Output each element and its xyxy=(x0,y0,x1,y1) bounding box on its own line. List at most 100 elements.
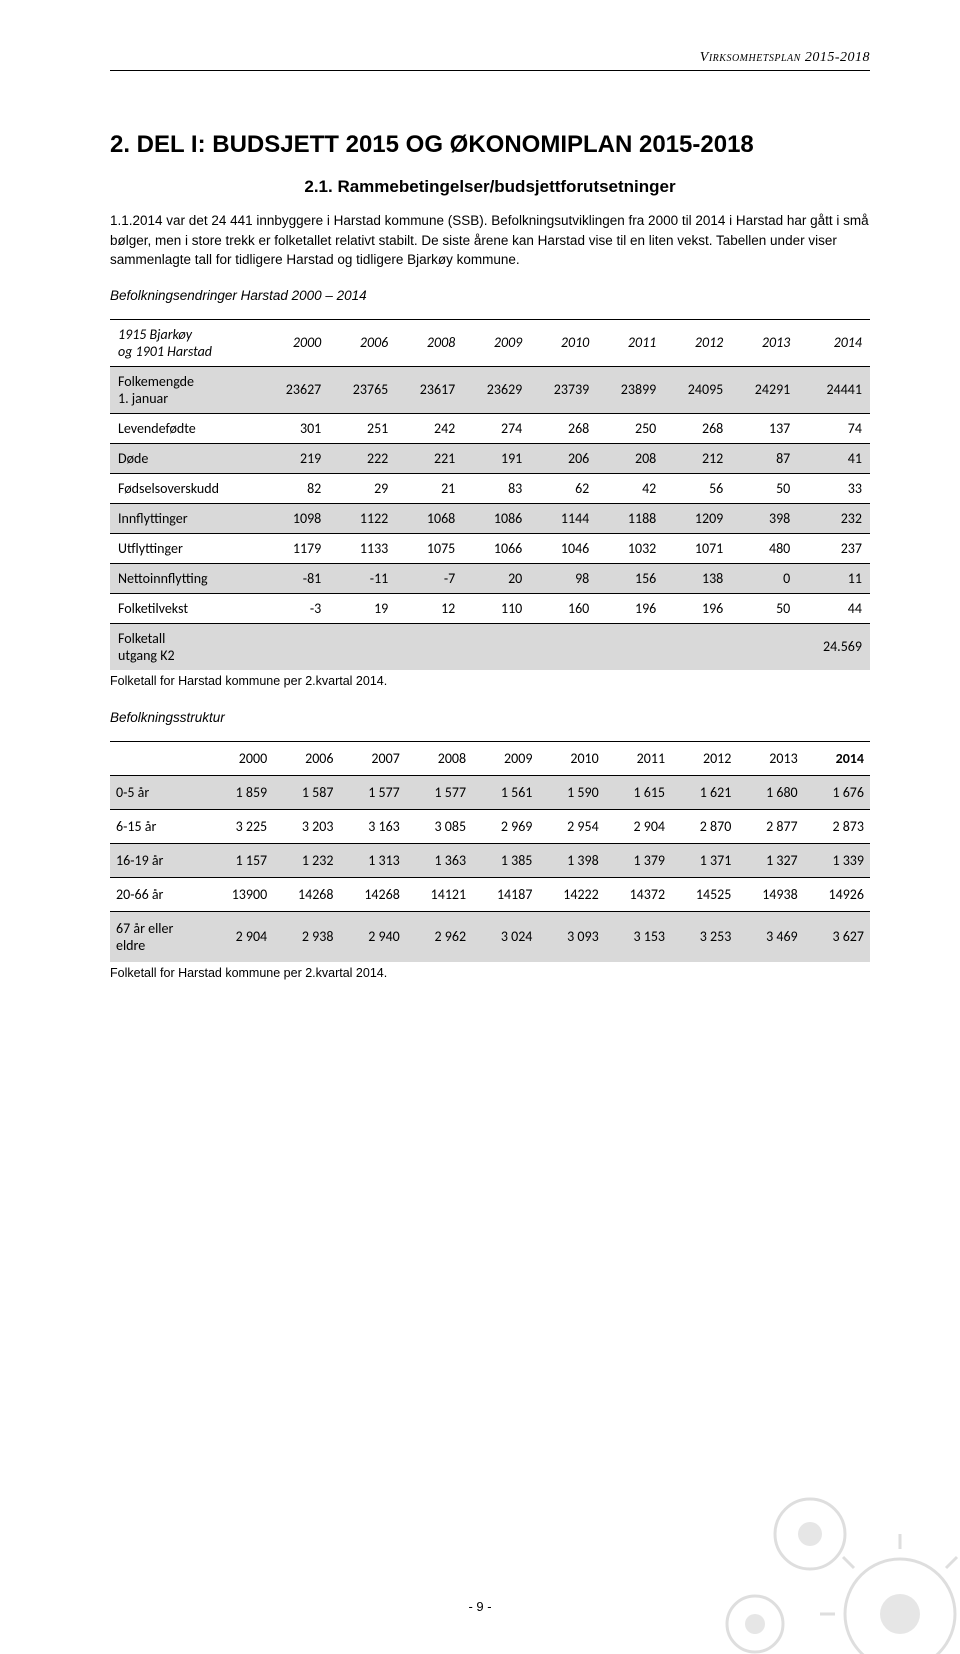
table-header-cell: 2009 xyxy=(472,741,538,775)
table-row: 20-66 år13900142681426814121141871422214… xyxy=(110,877,870,911)
table-cell: 2 969 xyxy=(472,809,538,843)
table-cell: 1068 xyxy=(396,503,463,533)
table-cell: 19 xyxy=(329,593,396,623)
table-header-cell xyxy=(110,741,207,775)
table-row: 16-19 år1 1571 2321 3131 3631 3851 3981 … xyxy=(110,843,870,877)
table-cell xyxy=(463,623,530,670)
table-cell: 1 859 xyxy=(207,775,273,809)
table-cell: 3 093 xyxy=(538,911,604,962)
table-cell: 29 xyxy=(329,473,396,503)
table-cell: 2 870 xyxy=(671,809,737,843)
table-cell: 62 xyxy=(530,473,597,503)
table-header-cell: 2006 xyxy=(329,319,396,366)
table-cell: 1 676 xyxy=(804,775,870,809)
table-cell: 274 xyxy=(463,413,530,443)
table-row: Utflyttinger1179113310751066104610321071… xyxy=(110,533,870,563)
table-cell: 23629 xyxy=(463,366,530,413)
table-cell: 12 xyxy=(396,593,463,623)
table-cell: Utflyttinger xyxy=(110,533,262,563)
table-cell: 138 xyxy=(664,563,731,593)
table-cell: Folkemengde1. januar xyxy=(110,366,262,413)
table-cell: 14268 xyxy=(339,877,405,911)
table-header-cell: 2010 xyxy=(538,741,604,775)
table-cell: 2 940 xyxy=(339,911,405,962)
table-row: Folketallutgang K224.569 xyxy=(110,623,870,670)
intro-paragraph: 1.1.2014 var det 24 441 innbyggere i Har… xyxy=(110,211,870,270)
table-header-cell: 2010 xyxy=(530,319,597,366)
table-cell: 212 xyxy=(664,443,731,473)
table-header-cell: 2011 xyxy=(597,319,664,366)
table-cell: 1086 xyxy=(463,503,530,533)
table-population-changes: 1915 Bjarkøyog 1901 Harstad2000200620082… xyxy=(110,319,870,670)
table-cell: 1144 xyxy=(530,503,597,533)
table-cell: -3 xyxy=(262,593,329,623)
table-cell: 1032 xyxy=(597,533,664,563)
table-cell: 1 577 xyxy=(406,775,472,809)
table-row: Fødselsoverskudd822921836242565033 xyxy=(110,473,870,503)
table-cell: 41 xyxy=(798,443,870,473)
table-cell: 222 xyxy=(329,443,396,473)
table-cell: 2 877 xyxy=(737,809,803,843)
table-cell: 2 904 xyxy=(207,911,273,962)
table-row: Døde2192222211912062082128741 xyxy=(110,443,870,473)
table-cell: 196 xyxy=(664,593,731,623)
table-cell: 3 627 xyxy=(804,911,870,962)
table-row: 0-5 år1 8591 5871 5771 5771 5611 5901 61… xyxy=(110,775,870,809)
table-cell xyxy=(731,623,798,670)
table-cell: 251 xyxy=(329,413,396,443)
table1-caption: Befolkningsendringer Harstad 2000 – 2014 xyxy=(110,288,870,303)
table-cell: 24.569 xyxy=(798,623,870,670)
table-cell: 3 253 xyxy=(671,911,737,962)
table-cell: 301 xyxy=(262,413,329,443)
table-cell: 50 xyxy=(731,473,798,503)
table-header-cell: 2011 xyxy=(605,741,671,775)
table-cell: 219 xyxy=(262,443,329,473)
table-cell: 1 577 xyxy=(339,775,405,809)
page-number: - 9 - xyxy=(468,1599,491,1614)
table-cell: 398 xyxy=(731,503,798,533)
table-cell: 232 xyxy=(798,503,870,533)
table-cell: 42 xyxy=(597,473,664,503)
page: Virksomhetsplan 2015-2018 2. DEL I: BUDS… xyxy=(0,0,960,1654)
table-cell: 137 xyxy=(731,413,798,443)
table-cell: 14121 xyxy=(406,877,472,911)
table-cell: 1 385 xyxy=(472,843,538,877)
table-cell: 11 xyxy=(798,563,870,593)
table-cell: 1071 xyxy=(664,533,731,563)
table-cell: 0 xyxy=(731,563,798,593)
table-cell: 13900 xyxy=(207,877,273,911)
table-cell: 74 xyxy=(798,413,870,443)
table-cell: 1 590 xyxy=(538,775,604,809)
table-cell: 98 xyxy=(530,563,597,593)
table-cell: 87 xyxy=(731,443,798,473)
table-cell: 1 615 xyxy=(605,775,671,809)
table-cell: 1 680 xyxy=(737,775,803,809)
table-cell: 1046 xyxy=(530,533,597,563)
table-cell: 14938 xyxy=(737,877,803,911)
table-cell: 3 085 xyxy=(406,809,472,843)
table-row: 6-15 år3 2253 2033 1633 0852 9692 9542 9… xyxy=(110,809,870,843)
table-cell: 50 xyxy=(731,593,798,623)
table-cell: 14372 xyxy=(605,877,671,911)
table2-footnote: Folketall for Harstad kommune per 2.kvar… xyxy=(110,966,870,980)
table-cell: 1 561 xyxy=(472,775,538,809)
table-cell: 67 år ellereldre xyxy=(110,911,207,962)
table-header-cell: 1915 Bjarkøyog 1901 Harstad xyxy=(110,319,262,366)
table-cell: 3 225 xyxy=(207,809,273,843)
table-cell: 24291 xyxy=(731,366,798,413)
table-cell: 0-5 år xyxy=(110,775,207,809)
table-cell: 1098 xyxy=(262,503,329,533)
table-cell: 20-66 år xyxy=(110,877,207,911)
table-cell: 1122 xyxy=(329,503,396,533)
table-cell: 191 xyxy=(463,443,530,473)
table-cell: 20 xyxy=(463,563,530,593)
table-header-cell: 2007 xyxy=(339,741,405,775)
table-cell: 1 232 xyxy=(273,843,339,877)
table-cell: 3 153 xyxy=(605,911,671,962)
table-row: Folkemengde1. januar23627237652361723629… xyxy=(110,366,870,413)
table-cell: 1 587 xyxy=(273,775,339,809)
table-cell: 2 954 xyxy=(538,809,604,843)
table-cell: 1 313 xyxy=(339,843,405,877)
table-cell: Innflyttinger xyxy=(110,503,262,533)
table-row: Nettoinnflytting-81-11-72098156138011 xyxy=(110,563,870,593)
